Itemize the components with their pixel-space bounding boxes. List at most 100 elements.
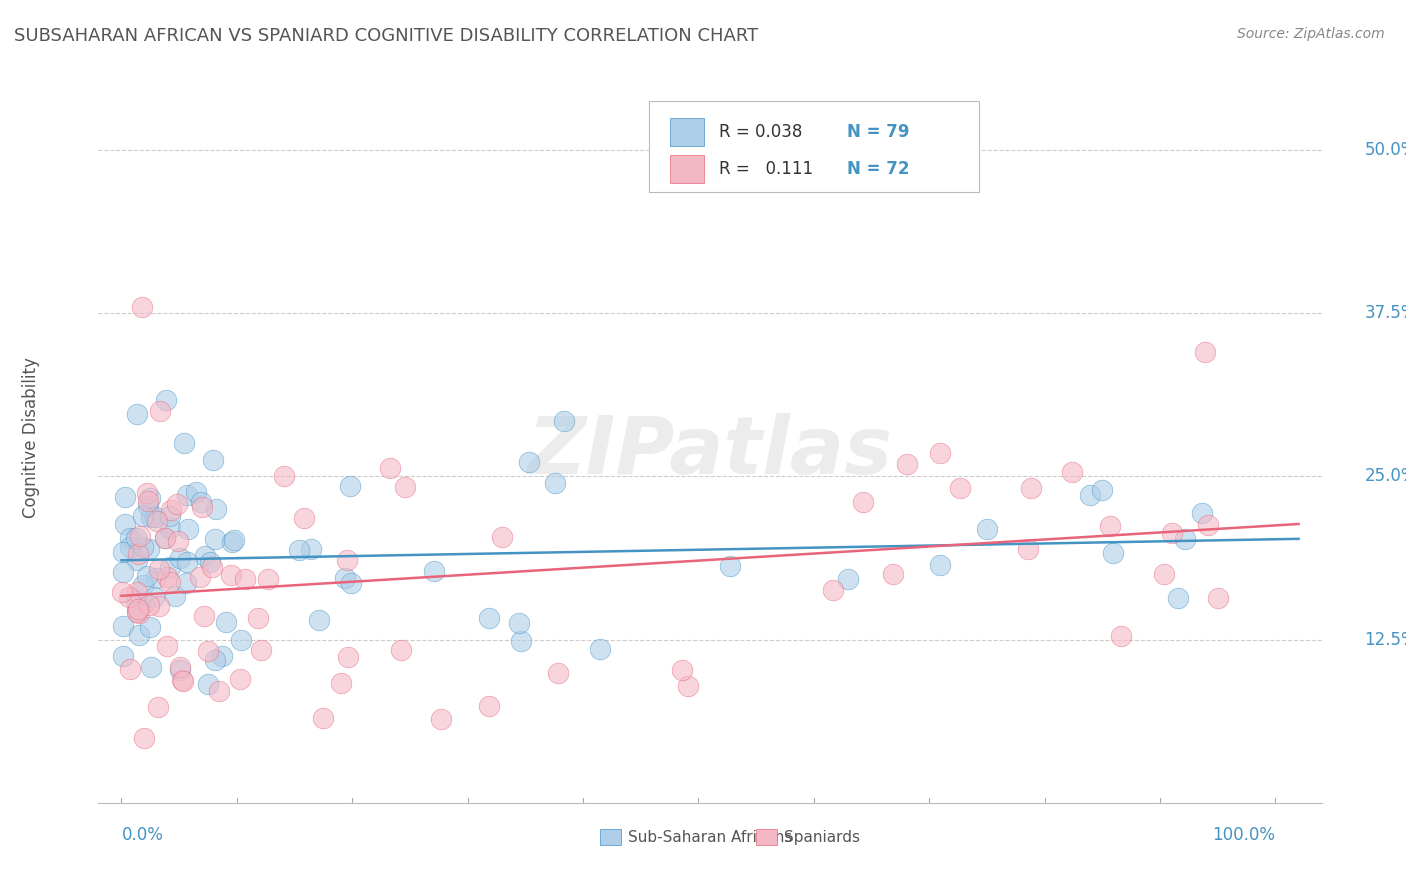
- Point: [155, 393, 177, 408]
- Point: [172, 674, 194, 689]
- Point: [166, 497, 188, 511]
- Point: [308, 613, 330, 627]
- Point: [159, 574, 181, 589]
- Point: [1174, 532, 1197, 546]
- Text: 37.5%: 37.5%: [1364, 304, 1406, 322]
- Text: R =   0.111: R = 0.111: [718, 160, 813, 178]
- Point: [896, 457, 918, 471]
- Point: [118, 591, 141, 605]
- Point: [188, 569, 211, 583]
- Point: [127, 547, 149, 561]
- Point: [339, 575, 361, 590]
- Text: N = 79: N = 79: [846, 123, 910, 141]
- Point: [329, 676, 352, 690]
- Point: [929, 558, 952, 573]
- Point: [184, 485, 207, 500]
- Point: [173, 435, 195, 450]
- Point: [176, 555, 198, 569]
- Point: [138, 598, 160, 612]
- Point: [823, 583, 845, 598]
- Point: [299, 541, 322, 556]
- Point: [202, 453, 225, 467]
- Point: [114, 491, 136, 505]
- Point: [149, 404, 172, 418]
- Point: [136, 499, 159, 513]
- Point: [160, 503, 183, 517]
- Point: [288, 543, 311, 558]
- Text: Sub-Saharan Africans: Sub-Saharan Africans: [628, 830, 793, 845]
- Point: [882, 567, 904, 582]
- Bar: [756, 830, 778, 846]
- FancyBboxPatch shape: [648, 101, 979, 192]
- Point: [125, 407, 148, 421]
- Point: [1191, 506, 1213, 520]
- Point: [198, 555, 221, 569]
- Point: [143, 509, 166, 524]
- Point: [336, 553, 359, 567]
- Point: [197, 677, 219, 691]
- Point: [169, 663, 191, 677]
- Bar: [600, 830, 621, 846]
- Point: [547, 666, 569, 681]
- Point: [1019, 481, 1042, 495]
- Point: [1017, 541, 1039, 556]
- Point: [1109, 629, 1132, 643]
- Point: [166, 534, 188, 549]
- Point: [205, 501, 228, 516]
- Point: [111, 584, 134, 599]
- Point: [190, 500, 212, 514]
- Point: [204, 653, 226, 667]
- Point: [132, 731, 155, 746]
- Point: [148, 599, 170, 613]
- Point: [124, 594, 146, 608]
- Point: [339, 479, 361, 493]
- Point: [120, 662, 142, 676]
- Point: [127, 605, 149, 619]
- Text: R = 0.038: R = 0.038: [718, 123, 801, 141]
- Point: [250, 643, 273, 657]
- Point: [155, 531, 177, 545]
- Point: [229, 632, 252, 647]
- Point: [1099, 518, 1122, 533]
- Point: [169, 660, 191, 674]
- Point: [136, 485, 159, 500]
- Point: [430, 712, 453, 726]
- Point: [423, 564, 446, 578]
- Text: 100.0%: 100.0%: [1212, 826, 1275, 845]
- Text: Spaniards: Spaniards: [785, 830, 860, 845]
- Point: [146, 514, 169, 528]
- Point: [146, 699, 169, 714]
- Point: [127, 602, 149, 616]
- Point: [477, 698, 499, 713]
- Point: [177, 522, 200, 536]
- Point: [517, 454, 540, 468]
- Point: [112, 619, 135, 633]
- Text: 12.5%: 12.5%: [1364, 631, 1406, 648]
- Point: [138, 541, 160, 556]
- Point: [159, 560, 181, 574]
- Point: [163, 590, 186, 604]
- Point: [589, 641, 612, 656]
- Point: [132, 596, 155, 610]
- Point: [246, 610, 269, 624]
- Point: [221, 535, 243, 549]
- Point: [159, 521, 181, 535]
- Point: [111, 648, 134, 663]
- Point: [128, 628, 150, 642]
- Point: [193, 608, 215, 623]
- Point: [1167, 591, 1189, 605]
- Text: ZIPatlas: ZIPatlas: [527, 413, 893, 491]
- Point: [233, 572, 256, 586]
- Point: [131, 300, 153, 314]
- Text: 25.0%: 25.0%: [1364, 467, 1406, 485]
- Point: [928, 445, 950, 459]
- Point: [508, 616, 530, 631]
- Point: [229, 672, 252, 686]
- Point: [671, 663, 693, 677]
- Point: [193, 549, 215, 563]
- Point: [1102, 546, 1125, 560]
- Point: [128, 528, 150, 542]
- Point: [1078, 488, 1101, 502]
- Point: [1161, 525, 1184, 540]
- Point: [148, 562, 170, 576]
